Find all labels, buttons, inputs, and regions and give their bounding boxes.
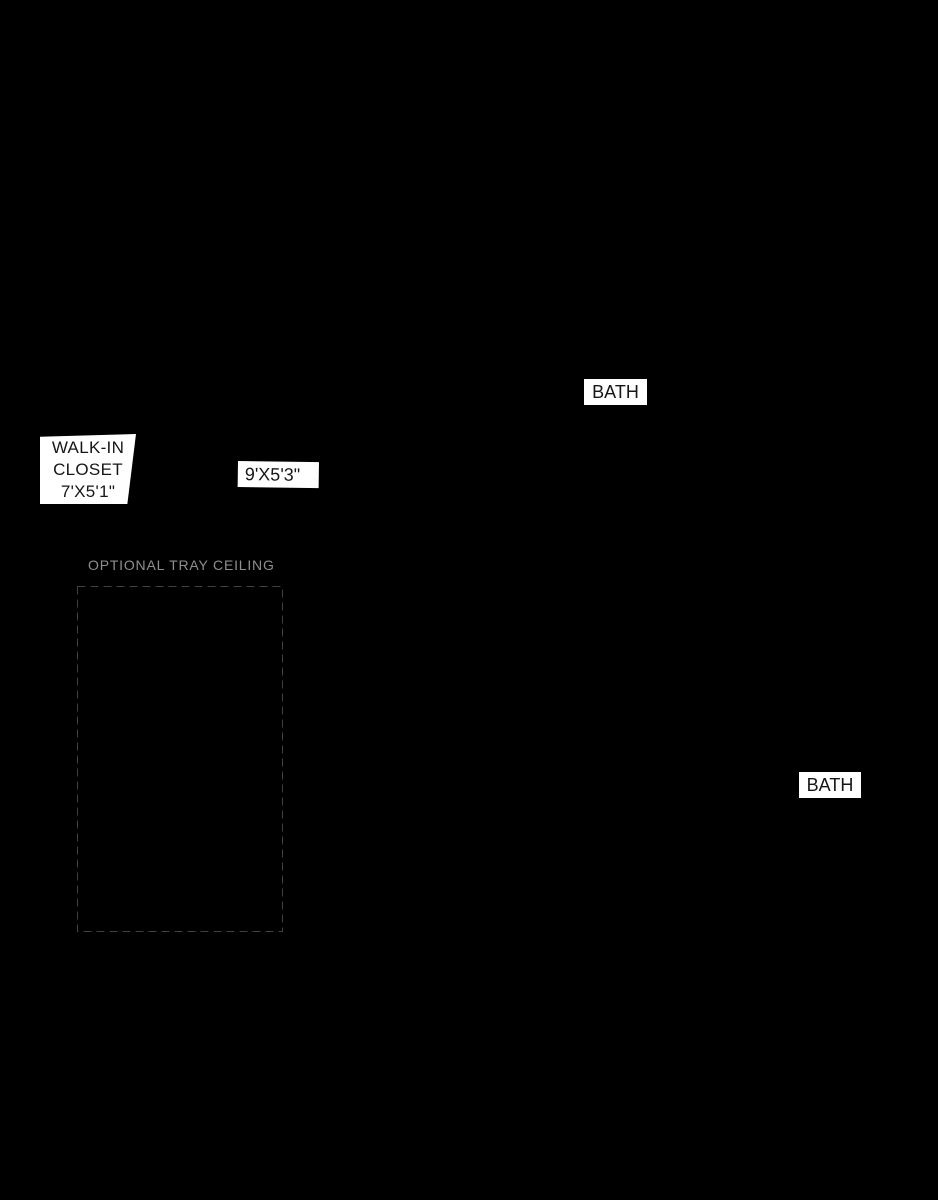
room-label-bath-upper: BATH [584, 379, 647, 405]
room-label-bath-lower: BATH [799, 772, 861, 798]
walk-in-closet-name-line-2: CLOSET [53, 459, 123, 479]
room-label-walk-in-closet: WALK-IN CLOSET 7'X5'1" [40, 434, 136, 504]
tray-ceiling-note: OPTIONAL TRAY CEILING [88, 557, 275, 573]
room-dimension-label: 9'X5'3" [237, 461, 319, 489]
optional-tray-ceiling-outline [77, 586, 283, 932]
walk-in-closet-dimensions: 7'X5'1" [60, 481, 116, 501]
walk-in-closet-name-line-1: WALK-IN [51, 437, 125, 457]
dashed-outline-rect [77, 586, 283, 932]
